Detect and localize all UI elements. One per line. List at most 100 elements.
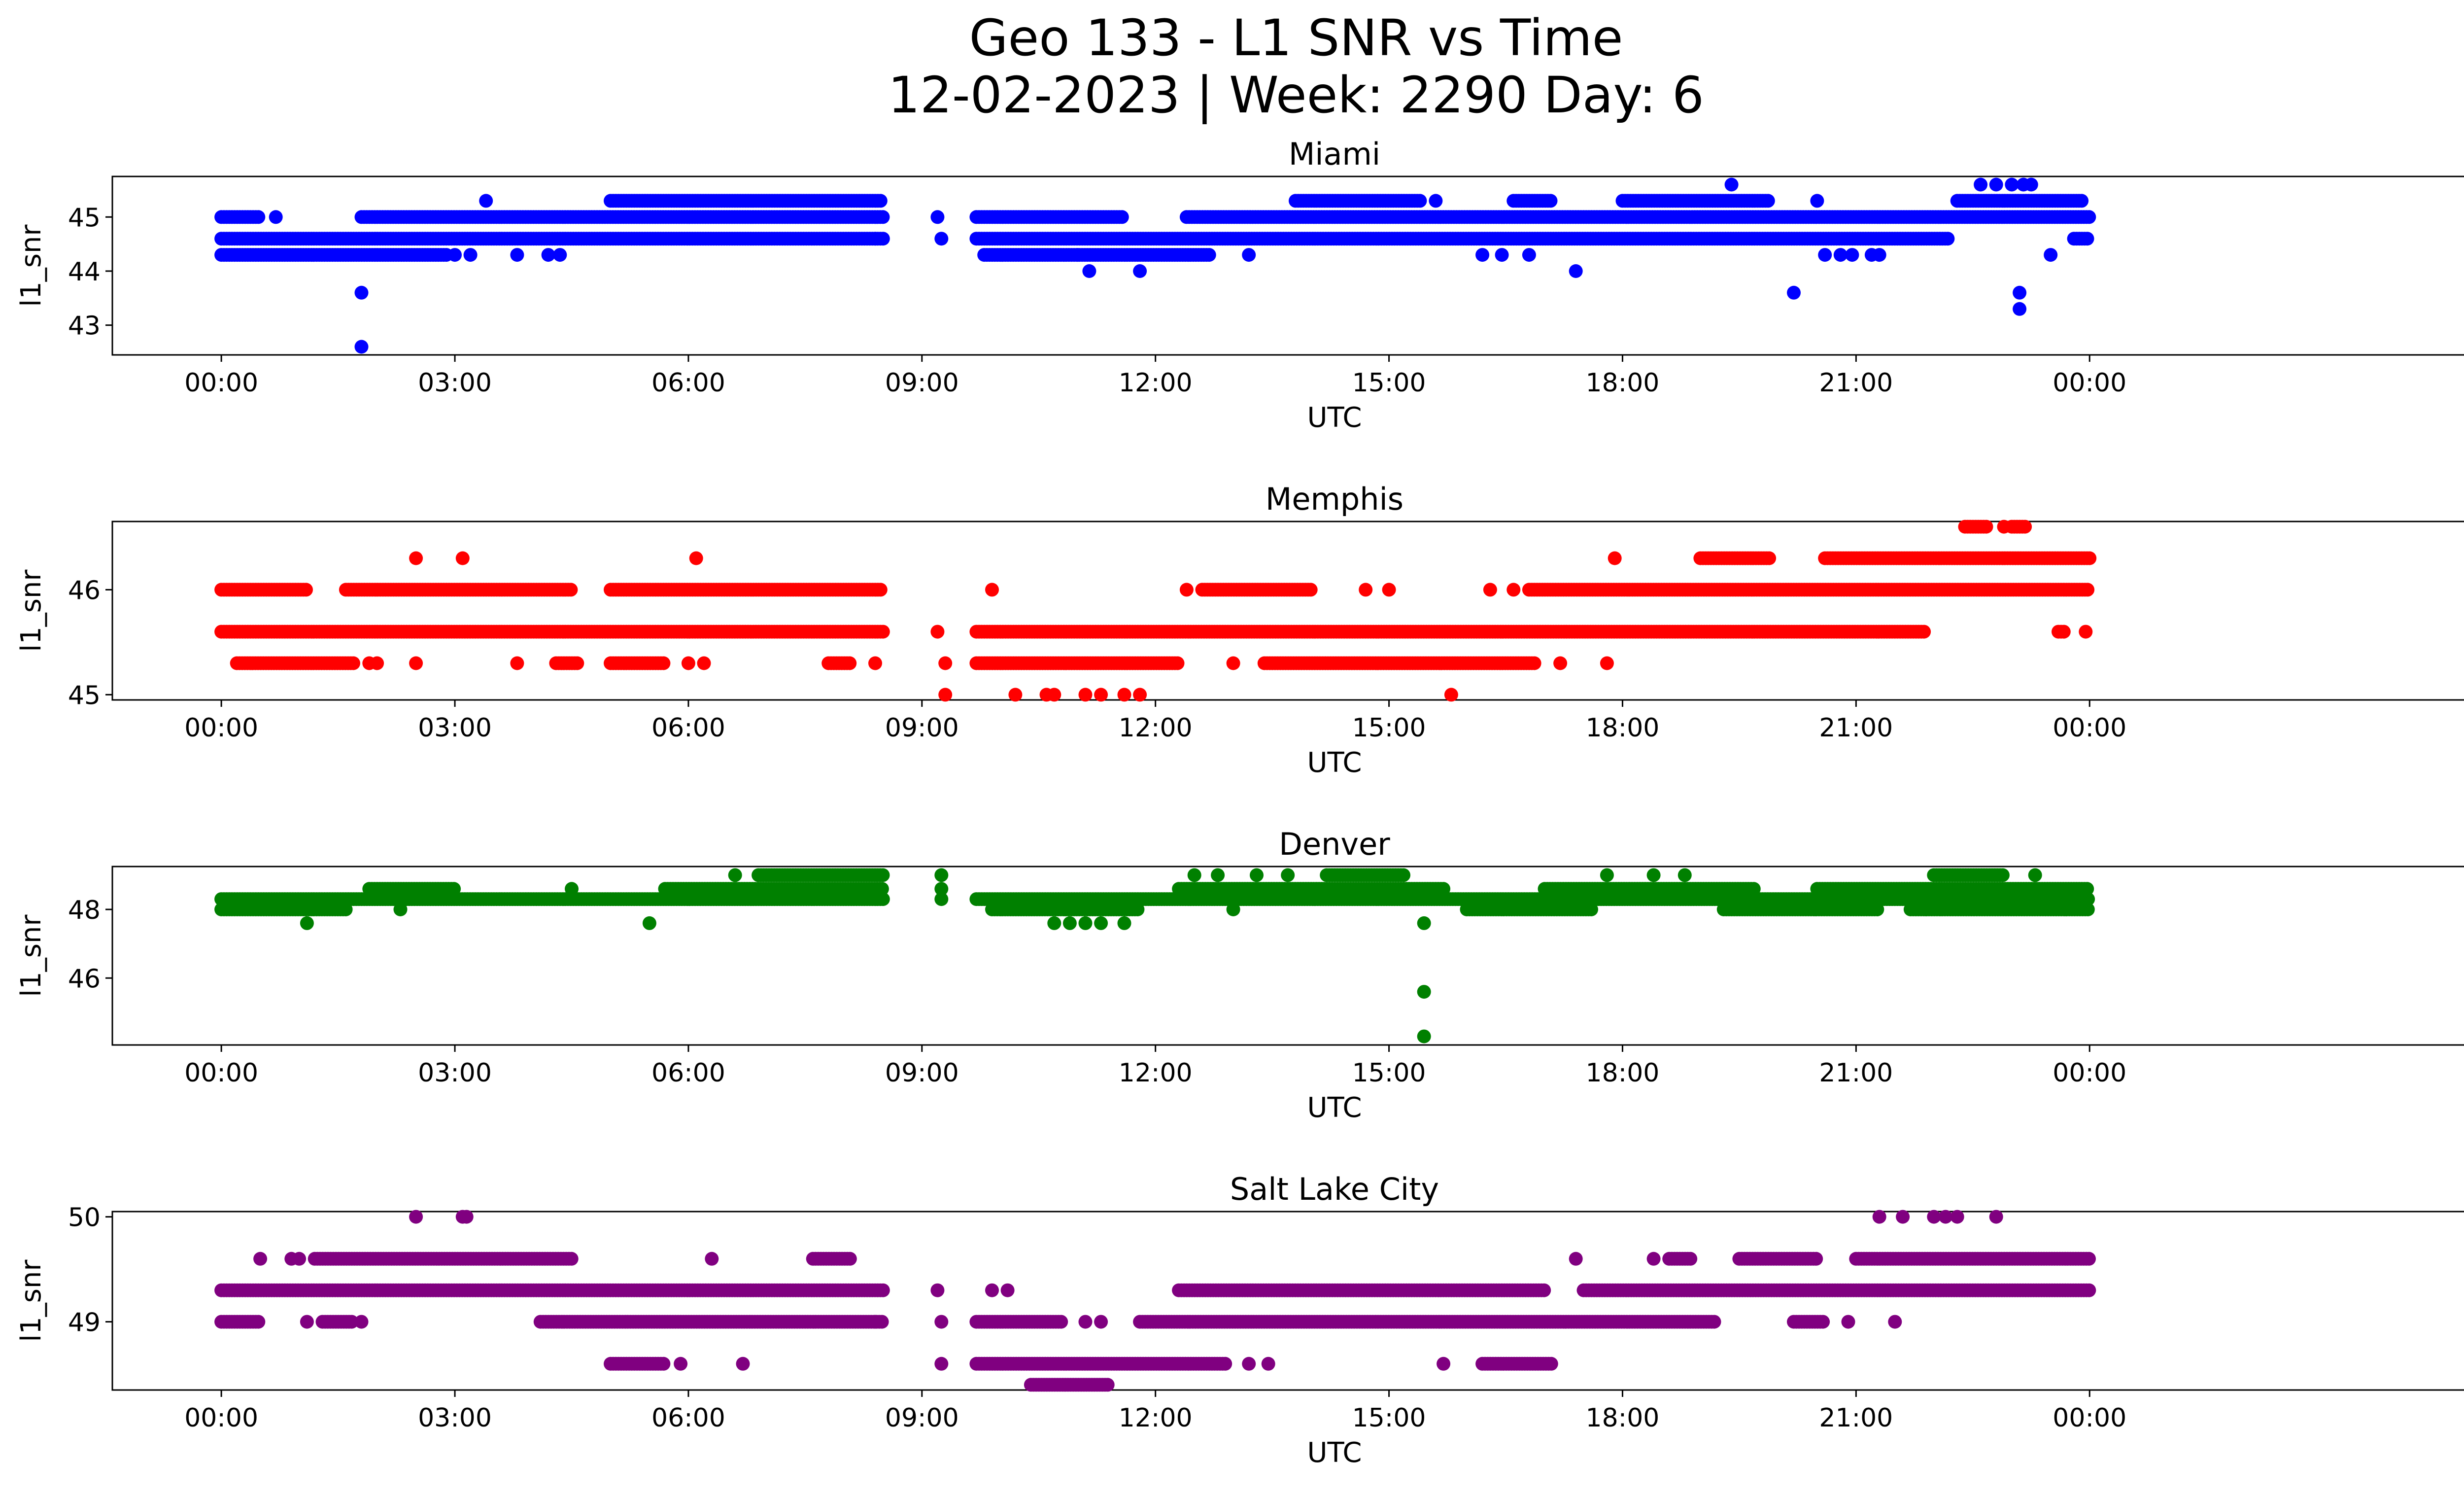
data-point (985, 583, 999, 597)
data-point (930, 625, 945, 639)
x-tick-label: 18:00 (1586, 713, 1660, 743)
data-point (656, 656, 671, 670)
data-point (873, 583, 888, 597)
panel-title: Memphis (1266, 481, 1403, 517)
data-point (553, 248, 567, 262)
y-tick-label: 50 (68, 1203, 101, 1233)
data-point (479, 194, 493, 208)
y-tick-label: 43 (68, 312, 101, 341)
data-point (1417, 916, 1431, 930)
y-tick-label: 46 (68, 576, 101, 605)
data-point (873, 194, 888, 208)
x-axis-label: UTC (1307, 747, 1362, 779)
panel-title: Denver (1279, 826, 1390, 862)
y-tick-label: 45 (68, 203, 101, 233)
data-point (1818, 248, 1832, 262)
x-tick-label: 15:00 (1352, 1058, 1426, 1088)
data-point (447, 882, 461, 896)
x-tick-label: 00:00 (2053, 1058, 2126, 1088)
y-tick-label: 46 (68, 964, 101, 994)
data-point (1303, 583, 1318, 597)
data-point (299, 583, 313, 597)
data-point (448, 248, 462, 262)
data-point (1833, 248, 1848, 262)
x-tick-label: 00:00 (2053, 368, 2126, 398)
data-point (409, 551, 423, 565)
data-point (1646, 868, 1661, 882)
data-point (938, 688, 953, 702)
x-tick-label: 09:00 (885, 713, 959, 743)
x-tick-label: 09:00 (885, 1058, 959, 1088)
data-point (409, 656, 423, 670)
data-point (2018, 520, 2032, 534)
data-point (1845, 248, 1859, 262)
x-tick-label: 21:00 (1819, 368, 1893, 398)
data-point (728, 868, 742, 882)
data-point (1100, 1378, 1115, 1392)
data-point (1397, 868, 1410, 882)
y-axis-label: l1_snr (15, 569, 47, 652)
data-point (455, 551, 470, 565)
data-point (1677, 868, 1692, 882)
x-tick-label: 06:00 (651, 368, 725, 398)
y-axis-label: l1_snr (15, 1259, 47, 1342)
x-tick-label: 00:00 (184, 1058, 258, 1088)
data-point (300, 916, 314, 930)
data-point (1761, 194, 1775, 208)
data-point (1762, 551, 1777, 565)
data-point (1179, 583, 1194, 597)
data-point (843, 656, 857, 670)
data-points (214, 1210, 2096, 1392)
data-point (510, 656, 524, 670)
data-point (1226, 903, 1240, 916)
x-tick-label: 18:00 (1586, 1403, 1660, 1433)
data-point (1117, 688, 1131, 702)
x-tick-label: 06:00 (651, 1058, 725, 1088)
data-point (1941, 232, 1955, 246)
data-point (1979, 520, 1993, 534)
figure-title-line1: Geo 133 - L1 SNR vs Time (969, 9, 1623, 68)
y-tick-label: 48 (68, 896, 101, 925)
x-tick-label: 00:00 (2053, 1403, 2126, 1433)
data-point (1115, 210, 1129, 224)
data-point (2079, 625, 2093, 639)
data-point (570, 656, 584, 670)
x-tick-label: 18:00 (1586, 368, 1660, 398)
x-tick-label: 00:00 (184, 713, 258, 743)
data-point (1218, 1356, 1232, 1371)
data-point (2024, 177, 2038, 192)
data-point (1117, 916, 1131, 930)
data-point (1527, 656, 1541, 670)
data-point (1483, 583, 1497, 597)
data-point (2013, 285, 2027, 300)
y-tick-label: 49 (68, 1308, 101, 1338)
x-tick-label: 18:00 (1586, 1058, 1660, 1088)
data-point (934, 232, 949, 246)
data-point (1082, 264, 1096, 278)
data-point (1417, 1029, 1431, 1043)
data-point (2028, 868, 2042, 882)
data-point (2013, 302, 2027, 316)
data-point (2044, 248, 2058, 262)
x-tick-label: 12:00 (1119, 713, 1193, 743)
data-point (565, 882, 579, 896)
panel-title: Salt Lake City (1230, 1171, 1439, 1207)
data-point (1569, 264, 1583, 278)
data-point (868, 232, 882, 246)
data-point (1974, 177, 1988, 192)
data-point (868, 656, 882, 670)
data-point (681, 656, 695, 670)
data-point (1495, 248, 1509, 262)
data-point (354, 285, 369, 300)
data-point (642, 916, 656, 930)
data-point (697, 656, 711, 670)
data-point (2083, 551, 2097, 565)
data-point (930, 210, 945, 224)
data-point (2080, 882, 2094, 896)
x-tick-label: 21:00 (1819, 1403, 1893, 1433)
y-tick-label: 44 (68, 257, 101, 287)
data-point (251, 210, 266, 224)
data-point (1359, 583, 1373, 597)
x-tick-label: 06:00 (651, 713, 725, 743)
